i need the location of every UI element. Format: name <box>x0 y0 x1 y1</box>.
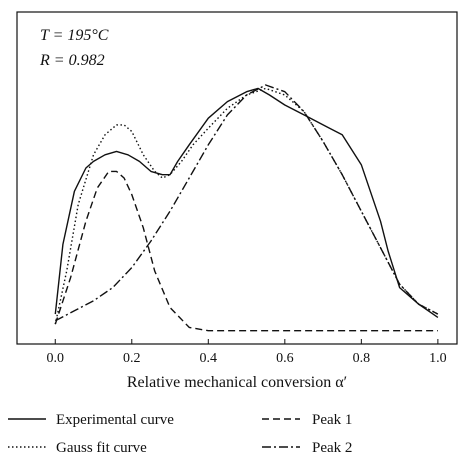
series-line-solid <box>54 87 439 318</box>
series-line-dashed <box>54 170 438 332</box>
legend-item-gauss: Gauss fit curve <box>8 440 147 456</box>
annotation-temperature: T = 195°C <box>40 27 109 44</box>
series-line-dotted <box>54 87 439 325</box>
series-layer <box>54 84 439 332</box>
plot-frame <box>16 11 458 345</box>
legend-label-experimental: Experimental curve <box>56 412 174 428</box>
x-axis-label: Relative mechanical conversion α′ <box>127 374 347 391</box>
x-tick-label: 0.4 <box>200 351 218 366</box>
x-tick-label: 0.6 <box>276 351 294 366</box>
legend: Experimental curve Peak 1 Gauss fit curv… <box>8 412 352 456</box>
legend-item-experimental: Experimental curve <box>8 412 174 428</box>
x-tick-label: 0.2 <box>123 351 141 366</box>
legend-label-gauss: Gauss fit curve <box>56 440 147 456</box>
legend-item-peak2: Peak 2 <box>262 440 352 456</box>
legend-item-peak1: Peak 1 <box>262 412 352 428</box>
x-axis-ticks: 0.0 0.2 0.4 0.6 0.8 1.0 <box>47 339 447 366</box>
legend-label-peak1: Peak 1 <box>312 412 352 428</box>
annotation-correlation: R = 0.982 <box>39 52 105 69</box>
x-tick-label: 1.0 <box>429 351 447 366</box>
series-line-dashdot <box>54 84 439 322</box>
x-tick-label: 0.8 <box>353 351 371 366</box>
x-tick-label: 0.0 <box>47 351 65 366</box>
legend-label-peak2: Peak 2 <box>312 440 352 456</box>
